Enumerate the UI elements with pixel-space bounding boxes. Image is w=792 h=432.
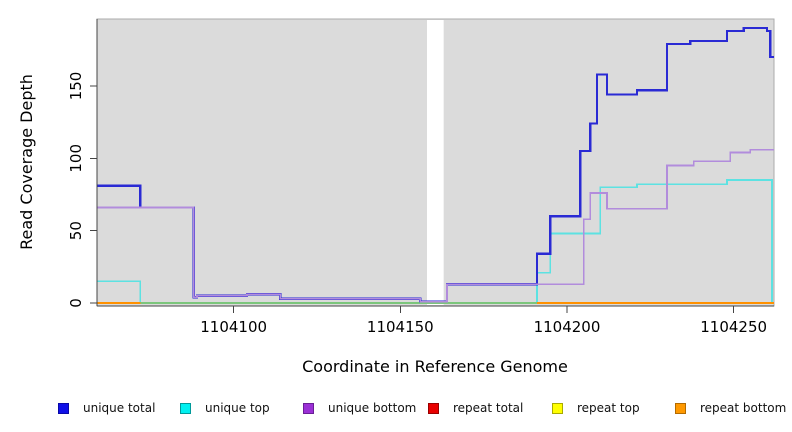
x-tick-label: 1104200 — [534, 318, 601, 336]
masked-gap-band — [426, 20, 444, 305]
y-tick-label: 150 — [67, 72, 85, 101]
chart-legend: unique total unique top unique bottom repea… — [0, 396, 792, 420]
legend-label: repeat bottom — [700, 401, 787, 415]
axes: 1104100 1104150 1104200 1104250 0 50 100 150 — [67, 19, 774, 336]
y-tick-label: 0 — [67, 298, 85, 308]
y-tick-label: 100 — [67, 144, 85, 173]
legend-label: unique bottom — [328, 401, 417, 415]
legend-swatch-unique-bottom — [303, 402, 314, 414]
x-tick-label: 1104150 — [367, 318, 434, 336]
legend-item-unique-total: unique total — [58, 396, 155, 420]
legend-swatch-repeat-top — [552, 402, 563, 414]
y-axis-title: Read Coverage Depth — [17, 74, 36, 250]
series-lines — [97, 27, 774, 304]
legend-item-repeat-top: repeat top — [552, 396, 640, 420]
y-tick-label: 50 — [67, 221, 85, 240]
legend-label: repeat total — [453, 401, 524, 415]
legend-item-repeat-total: repeat total — [428, 396, 523, 420]
plot-panel — [96, 18, 775, 307]
legend-label: unique top — [205, 401, 270, 415]
legend-swatch-unique-total — [58, 402, 69, 414]
legend-swatch-unique-top — [180, 402, 191, 414]
legend-item-repeat-bottom: repeat bottom — [675, 396, 786, 420]
legend-item-unique-bottom: unique bottom — [303, 396, 416, 420]
legend-label: unique total — [83, 401, 156, 415]
legend-label: repeat top — [577, 401, 640, 415]
x-tick-label: 1104100 — [200, 318, 267, 336]
x-tick-label: 1104250 — [700, 318, 767, 336]
x-axis-title: Coordinate in Reference Genome — [302, 357, 568, 376]
legend-item-unique-top: unique top — [180, 396, 270, 420]
legend-swatch-repeat-total — [428, 402, 439, 414]
legend-swatch-repeat-bottom — [675, 402, 686, 414]
series-line-unique-bottom — [97, 148, 774, 303]
